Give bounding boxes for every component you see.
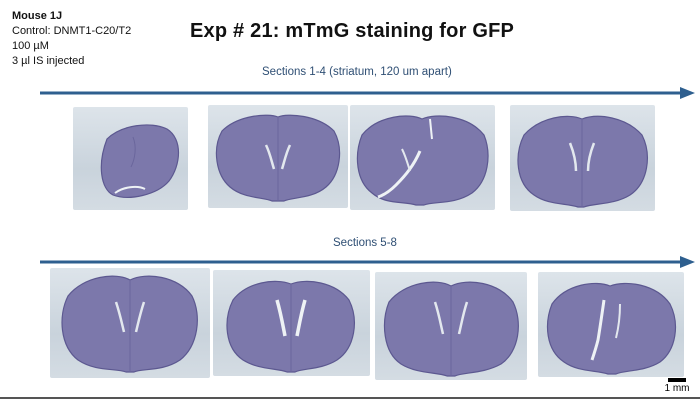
bottom-divider xyxy=(0,397,700,399)
row2-arrow-icon xyxy=(40,256,695,268)
scale-bar: 1 mm xyxy=(664,378,690,394)
row1-caption: Sections 1-4 (striatum, 120 um apart) xyxy=(262,66,452,78)
section-1-image xyxy=(73,107,188,210)
volume-label: 3 µl IS injected xyxy=(12,55,85,67)
section-3-image xyxy=(350,105,495,210)
section-8-image xyxy=(538,272,684,377)
section-5-image xyxy=(50,268,210,378)
section-6-image xyxy=(213,270,370,376)
section-4-image xyxy=(510,105,655,211)
section-2-image xyxy=(208,105,348,208)
specimen-info: Mouse 1J Control: DNMT1-C20/T2 100 µM 3 … xyxy=(12,9,131,69)
concentration-label: 100 µM xyxy=(12,40,49,52)
mouse-label: Mouse 1J xyxy=(12,10,63,22)
section-7-image xyxy=(375,272,527,380)
row1-arrow-icon xyxy=(40,87,695,99)
scale-bar-label: 1 mm xyxy=(664,383,690,394)
row2-caption: Sections 5-8 xyxy=(333,237,397,249)
slide-title: Exp # 21: mTmG staining for GFP xyxy=(190,20,515,42)
scale-bar-line xyxy=(668,378,686,382)
control-label: Control: DNMT1-C20/T2 xyxy=(12,25,132,37)
